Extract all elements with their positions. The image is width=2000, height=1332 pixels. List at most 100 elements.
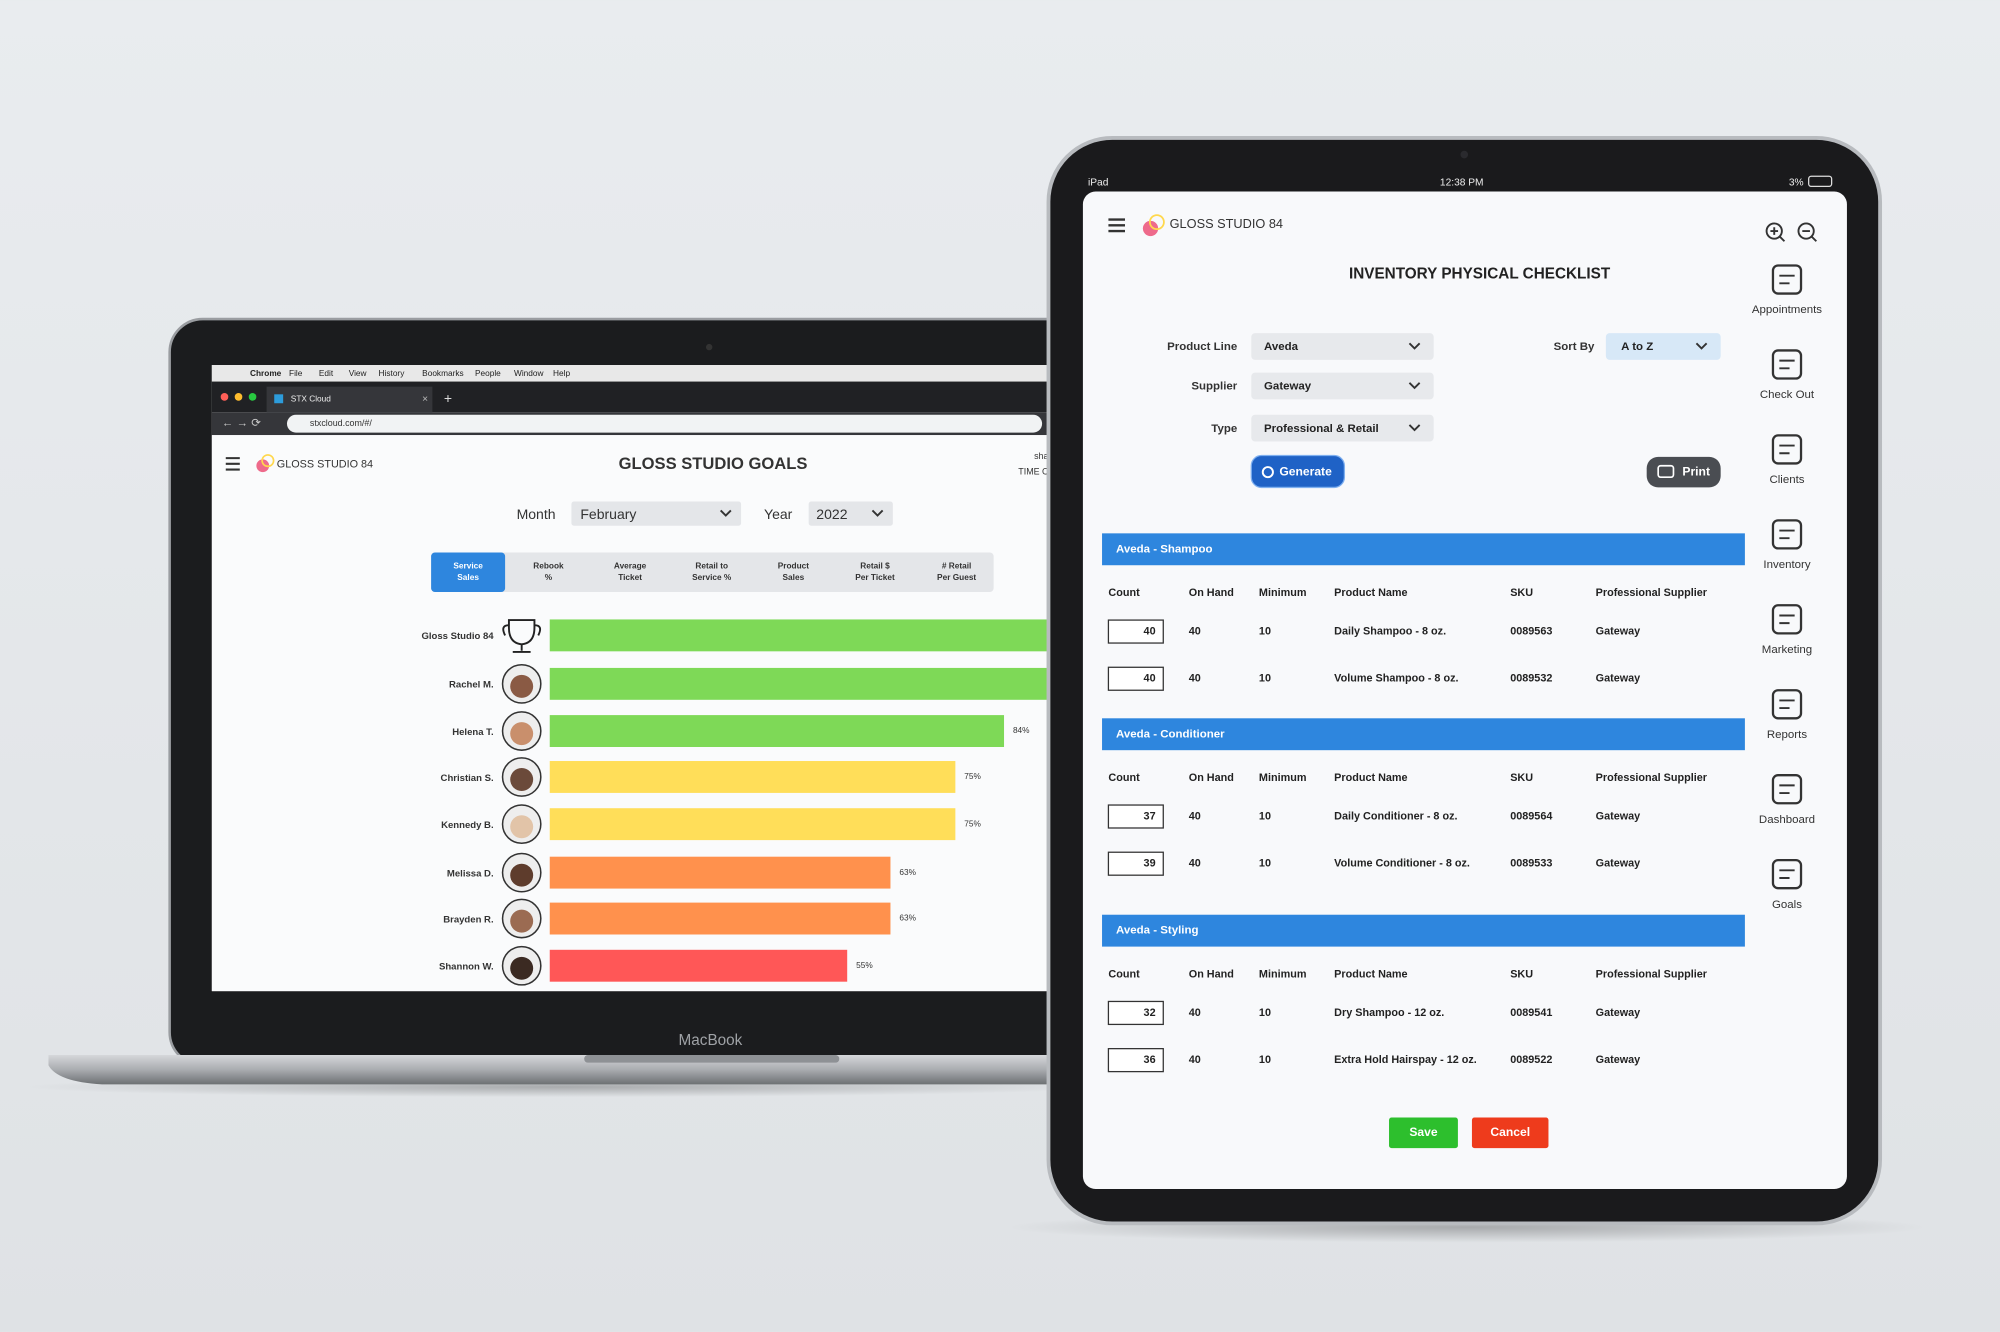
nav-item[interactable]: Dashboard	[1759, 774, 1815, 826]
count-value: 39	[1144, 858, 1156, 870]
column-header: SKU	[1510, 772, 1533, 784]
table-cell: Gateway	[1596, 673, 1641, 685]
camera	[705, 343, 713, 351]
tab-label: Product	[778, 561, 810, 571]
nav-icon	[1771, 519, 1803, 550]
tab-label: # Retail	[942, 561, 971, 571]
table-cell: Gateway	[1596, 1054, 1641, 1066]
window-minimize[interactable]	[234, 393, 243, 401]
nav-label: Check Out	[1760, 389, 1815, 401]
tab-close[interactable]: ×	[422, 394, 428, 405]
avatar-face	[510, 863, 534, 887]
menu-icon[interactable]	[1108, 218, 1125, 233]
tab-bar	[431, 552, 994, 593]
address-bar[interactable]	[286, 414, 1043, 433]
nav-item[interactable]: Clients	[1769, 434, 1805, 486]
status-battery: 3%	[1789, 177, 1804, 188]
nav-icon-detail	[1779, 444, 1795, 455]
count-input[interactable]	[1107, 804, 1164, 829]
year-label: Year	[764, 506, 793, 522]
goal-bar	[549, 667, 1049, 700]
table-cell: Volume Shampoo - 8 oz.	[1334, 673, 1458, 685]
nav-item[interactable]: Goals	[1771, 858, 1803, 911]
filter-select[interactable]	[1251, 333, 1434, 360]
chevron	[871, 509, 884, 517]
cancel-button[interactable]	[1471, 1117, 1549, 1149]
header-corner: sha	[1034, 451, 1048, 461]
save-button[interactable]	[1389, 1117, 1458, 1149]
section-bar	[1102, 718, 1745, 751]
table-cell: 40	[1189, 1007, 1201, 1019]
nav-item[interactable]: Reports	[1767, 689, 1807, 741]
year-select[interactable]	[808, 501, 893, 526]
nav-icon-detail	[1779, 614, 1795, 625]
laptop-screen: × + ← → ⟳ Chrome File Edit View History Bookm…	[211, 364, 1049, 992]
chevron	[1408, 382, 1421, 390]
nav-icon	[1771, 858, 1803, 890]
status-device: iPad	[1088, 177, 1109, 188]
menu-item: Edit	[319, 368, 334, 378]
sort-value: A to Z	[1621, 341, 1653, 353]
chevron	[1408, 424, 1421, 432]
month-select[interactable]	[571, 501, 742, 526]
nav-icon-detail	[1779, 359, 1795, 370]
chevron	[1408, 342, 1421, 350]
count-input[interactable]	[1107, 666, 1164, 691]
menu-icon[interactable]	[225, 457, 240, 471]
menu-item: File	[289, 368, 303, 378]
zoom-out[interactable]	[1797, 222, 1818, 242]
printer-icon	[1657, 464, 1675, 479]
nav-item[interactable]: Appointments	[1752, 264, 1822, 316]
nav-buttons[interactable]: ← → ⟳	[222, 418, 261, 430]
column-header: Professional Supplier	[1596, 969, 1708, 981]
goal-name: Brayden R.	[443, 914, 493, 925]
ipad-camera	[1460, 150, 1469, 159]
column-header: Product Name	[1334, 969, 1407, 981]
column-header: On Hand	[1189, 587, 1234, 599]
filter-select[interactable]	[1251, 372, 1434, 400]
nav-item[interactable]: Marketing	[1762, 604, 1812, 656]
tab-label: Sales	[783, 572, 805, 582]
table-cell: 10	[1259, 810, 1271, 822]
window-maximize[interactable]	[248, 393, 257, 401]
table-cell: Gateway	[1596, 1007, 1641, 1019]
page-title: GLOSS STUDIO GOALS	[619, 454, 808, 473]
generate-button[interactable]	[1250, 454, 1346, 489]
table-cell: 40	[1189, 810, 1201, 822]
print-button[interactable]	[1646, 456, 1721, 488]
table-cell: 0089541	[1510, 1007, 1552, 1019]
menu-item: People	[475, 368, 501, 378]
sort-select[interactable]	[1605, 333, 1721, 360]
tab-active[interactable]	[431, 552, 506, 593]
table-cell: 0089533	[1510, 858, 1552, 870]
tab-label: Ticket	[618, 572, 642, 582]
count-input[interactable]	[1107, 619, 1164, 644]
table-cell: 40	[1189, 858, 1201, 870]
column-header: On Hand	[1189, 772, 1234, 784]
count-value: 40	[1144, 625, 1156, 637]
nav-label: Clients	[1769, 474, 1804, 486]
table-cell: 10	[1259, 858, 1271, 870]
save-label: Save	[1409, 1125, 1438, 1139]
tab-label: Average	[614, 561, 647, 571]
menu-item: Help	[553, 368, 570, 378]
goal-name: Gloss Studio 84	[421, 631, 494, 642]
column-header: Minimum	[1259, 772, 1307, 784]
tab-label: Service %	[692, 572, 732, 582]
window-close[interactable]	[220, 393, 229, 401]
count-input[interactable]	[1107, 851, 1164, 876]
menu-item: View	[349, 368, 367, 378]
new-tab[interactable]: +	[444, 390, 452, 406]
zoom-in[interactable]	[1765, 222, 1786, 242]
count-input[interactable]	[1107, 1000, 1164, 1026]
count-input[interactable]	[1107, 1048, 1164, 1073]
year-value: 2022	[816, 506, 847, 522]
nav-item[interactable]: Check Out	[1760, 349, 1815, 401]
nav-label: Dashboard	[1759, 814, 1815, 826]
avatar-face	[510, 956, 534, 980]
nav-item[interactable]: Inventory	[1763, 519, 1811, 571]
filter-select[interactable]	[1251, 414, 1434, 442]
tab-label: Per Guest	[937, 572, 976, 582]
avatar-face	[510, 909, 534, 933]
browser-tab[interactable]	[266, 386, 433, 413]
